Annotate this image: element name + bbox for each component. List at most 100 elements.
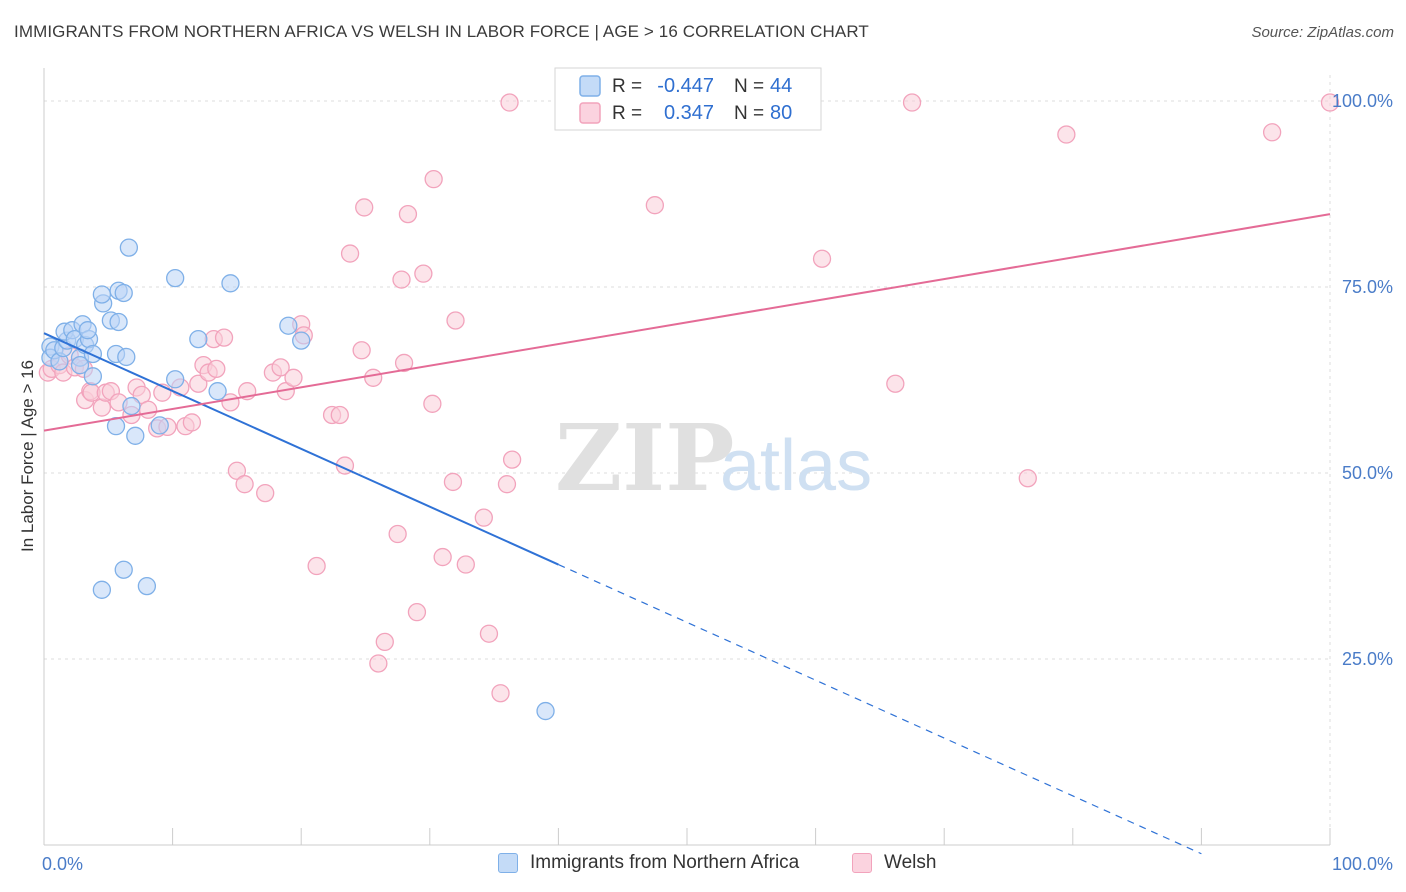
point-africa-25	[119, 238, 139, 257]
point-welsh-46	[352, 341, 371, 360]
point-africa-15	[83, 367, 103, 386]
point-welsh-68	[500, 93, 519, 112]
point-africa-24	[117, 347, 136, 367]
point-welsh-65	[491, 684, 510, 703]
point-welsh-50	[375, 632, 394, 652]
y-tick-label-2: 75.0%	[1342, 277, 1393, 297]
stats-legend: R = -0.447 N = 44 R = 0.347 N = 80	[554, 67, 822, 131]
legend-item-welsh[interactable]: Welsh	[852, 852, 936, 874]
point-welsh-73	[902, 93, 922, 112]
point-africa-30	[114, 560, 133, 579]
y-tick-label-3: 100.0%	[1332, 91, 1393, 111]
point-welsh-59	[433, 547, 452, 567]
point-welsh-43	[330, 405, 349, 425]
point-africa-35	[189, 329, 208, 349]
point-welsh-23	[182, 413, 202, 432]
point-africa-34	[166, 370, 185, 389]
tick-labels: 25.0% 50.0% 75.0% 100.0% 0.0% 100.0%	[42, 91, 1393, 874]
point-welsh-52	[392, 270, 411, 289]
axes	[43, 68, 1331, 846]
point-welsh-58	[424, 170, 443, 189]
point-africa-27	[122, 396, 141, 416]
point-welsh-77	[1320, 93, 1340, 112]
point-africa-28	[126, 426, 145, 445]
point-welsh-17	[139, 400, 158, 419]
series-welsh-points	[38, 93, 1340, 703]
stats-swatch-1	[579, 102, 601, 124]
trend-africa-dashed	[558, 563, 1202, 855]
point-welsh-67	[502, 450, 522, 469]
point-welsh-47	[355, 198, 374, 217]
point-welsh-38	[284, 368, 303, 387]
stats-r-value-0: -0.447	[657, 75, 714, 97]
watermark-atlas: atlas	[720, 426, 872, 506]
point-africa-10	[70, 355, 90, 375]
trend-africa-solid	[43, 332, 559, 566]
point-africa-31	[92, 580, 112, 599]
point-africa-40	[536, 701, 555, 721]
legend-label-welsh: Welsh	[884, 852, 937, 873]
stats-swatch-0	[579, 75, 601, 97]
stats-r-value-1: 0.347	[664, 102, 714, 124]
point-welsh-74	[1018, 469, 1037, 488]
legend-label-africa: Immigrants from Northern Africa	[530, 852, 800, 873]
point-africa-38	[279, 316, 298, 335]
point-africa-14	[78, 321, 97, 340]
point-welsh-72	[886, 374, 905, 393]
x-tick-label-1: 100.0%	[1332, 854, 1393, 874]
stats-r-label-0: R =	[612, 76, 642, 97]
point-africa-20	[114, 283, 133, 303]
point-welsh-45	[340, 244, 360, 263]
y-tick-label-1: 50.0%	[1342, 463, 1393, 483]
point-welsh-54	[398, 204, 418, 224]
stats-n-value-1: 80	[770, 102, 792, 124]
point-welsh-34	[256, 483, 275, 503]
trend-welsh	[43, 213, 1331, 432]
point-welsh-24	[189, 374, 208, 393]
y-axis-label: In Labor Force | Age > 16	[18, 359, 37, 553]
source-label: Source: ZipAtlas.com	[1251, 24, 1394, 41]
point-africa-29	[150, 416, 169, 435]
legend-swatch-africa	[498, 853, 518, 873]
point-welsh-49	[369, 654, 388, 673]
point-welsh-51	[388, 524, 407, 544]
stats-r-label-1: R =	[612, 103, 642, 124]
point-africa-37	[221, 274, 240, 293]
point-africa-33	[166, 268, 185, 288]
point-welsh-53	[394, 353, 414, 373]
point-welsh-66	[497, 475, 517, 494]
point-welsh-55	[407, 602, 427, 622]
gridlines	[44, 75, 1331, 845]
point-welsh-29	[214, 328, 234, 347]
point-welsh-63	[474, 508, 493, 527]
point-africa-36	[208, 382, 227, 401]
point-welsh-48	[364, 368, 383, 387]
point-welsh-75	[1057, 125, 1076, 144]
point-welsh-71	[812, 249, 832, 268]
y-tick-label-0: 25.0%	[1342, 649, 1393, 669]
point-welsh-57	[423, 394, 442, 413]
point-welsh-64	[479, 624, 499, 643]
stats-n-label-0: N =	[734, 76, 764, 97]
legend-item-africa[interactable]: Immigrants from Northern Africa	[498, 852, 799, 874]
point-welsh-70	[645, 196, 664, 215]
watermark-zip: ZIP	[555, 404, 734, 512]
point-africa-22	[109, 312, 128, 332]
point-welsh-10	[92, 398, 112, 417]
legend-swatch-welsh	[852, 853, 872, 873]
trend-lines	[43, 213, 1331, 855]
point-welsh-62	[456, 555, 475, 574]
point-welsh-60	[443, 472, 463, 492]
point-welsh-41	[307, 556, 326, 576]
point-welsh-32	[235, 475, 254, 494]
series-africa-points	[41, 238, 555, 721]
chart-title: IMMIGRANTS FROM NORTHERN AFRICA VS WELSH…	[14, 22, 869, 41]
series-legend: Immigrants from Northern Africa Welsh	[0, 852, 1406, 878]
point-welsh-61	[446, 311, 465, 330]
point-africa-39	[292, 331, 311, 350]
watermark: ZIP atlas	[555, 404, 872, 512]
point-africa-32	[137, 576, 157, 596]
point-africa-16	[83, 344, 103, 364]
point-africa-18	[92, 285, 112, 304]
